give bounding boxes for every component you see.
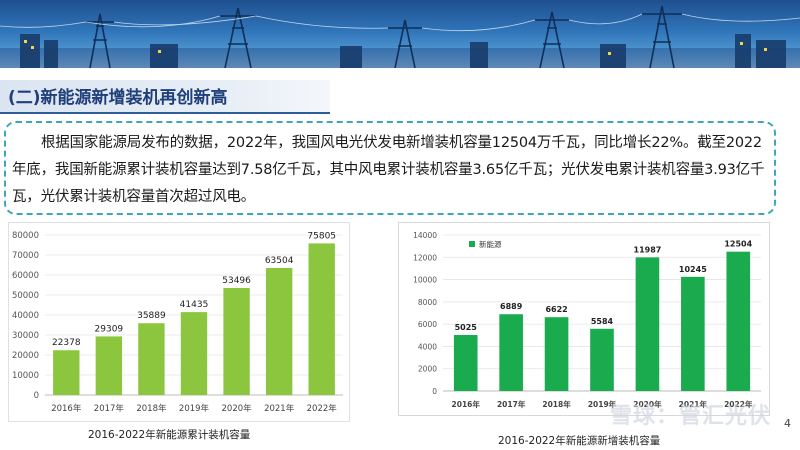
y-tick-label: 2000	[418, 365, 437, 374]
y-tick-label: 4000	[418, 342, 437, 351]
page-number: 4	[784, 417, 791, 430]
bar	[53, 350, 80, 395]
x-tick-label: 2017年	[94, 403, 125, 414]
y-tick-label: 20000	[12, 351, 39, 361]
x-tick-label: 2018年	[136, 403, 167, 414]
header-banner	[0, 0, 800, 68]
data-label: 75805	[307, 231, 336, 241]
bar	[590, 328, 614, 391]
bar	[308, 243, 335, 395]
x-tick-label: 2018年	[542, 399, 571, 409]
bar	[95, 336, 123, 395]
data-label: 10245	[679, 265, 707, 274]
data-label: 63504	[265, 256, 294, 266]
bar	[223, 288, 250, 395]
bar	[180, 312, 208, 395]
legend-swatch	[469, 241, 475, 247]
new-chart-caption: 2016-2022年新能源新增装机容量	[498, 435, 661, 447]
y-tick-label: 0	[34, 391, 39, 401]
x-tick-label: 2020年	[633, 399, 662, 409]
x-tick-label: 2016年	[452, 399, 481, 409]
data-label: 35889	[137, 311, 166, 321]
legend-label: 新能源	[479, 239, 502, 249]
y-tick-label: 40000	[12, 311, 39, 321]
bar	[726, 251, 751, 391]
bar	[544, 317, 569, 391]
cumulative-capacity-chart: 0 10000 20000 30000 40000 50000 60000 70000 8000…	[12, 231, 343, 414]
data-label: 5584	[591, 317, 614, 326]
data-label: 11987	[634, 245, 662, 254]
x-tick-label: 2022年	[724, 399, 753, 409]
x-tick-label: 2021年	[264, 403, 295, 414]
x-tick-label: 2016年	[51, 403, 82, 414]
data-label: 41435	[180, 300, 209, 310]
data-label: 6622	[545, 305, 567, 314]
bar	[499, 314, 523, 391]
y-tick-label: 6000	[418, 320, 437, 329]
bar	[265, 267, 293, 395]
x-tick-label: 2017年	[497, 399, 526, 409]
y-tick-label: 50000	[12, 291, 39, 301]
section-title: (二)新能源新增装机再创新高	[8, 88, 228, 108]
new-capacity-chart: 0 2000 4000 6000 8000 10000 12000 14000 5025 2016…	[413, 231, 761, 409]
watermark: 雪球：管汇光伏	[610, 404, 772, 429]
x-tick-label: 2019年	[588, 399, 617, 409]
section-title-bar: (二)新能源新增装机再创新高	[0, 80, 330, 114]
new-capacity-chart-panel: 0 2000 4000 6000 8000 10000 12000 14000 5025 2016…	[398, 222, 770, 416]
data-label: 12504	[724, 240, 752, 249]
bar	[635, 257, 660, 391]
data-label: 6889	[500, 302, 523, 311]
bar	[681, 276, 705, 391]
y-tick-label: 14000	[413, 231, 437, 240]
y-tick-label: 70000	[12, 251, 39, 261]
x-tick-label: 2022年	[307, 403, 338, 414]
bar	[138, 323, 165, 395]
data-label: 22378	[52, 338, 81, 348]
summary-paragraph: 根据国家能源局发布的数据，2022年，我国风电光伏发电新增装机容量12504万千…	[12, 135, 765, 205]
data-label: 53496	[222, 276, 251, 286]
data-label: 5025	[455, 323, 478, 332]
x-tick-label: 2019年	[179, 403, 210, 414]
y-tick-label: 60000	[12, 271, 39, 281]
bar	[453, 335, 478, 391]
x-tick-label: 2020年	[222, 403, 253, 414]
y-tick-label: 0	[432, 387, 437, 396]
cumulative-capacity-chart-panel: 0 10000 20000 30000 40000 50000 60000 70000 8000…	[8, 222, 350, 422]
data-label: 29309	[95, 324, 124, 334]
y-tick-label: 30000	[12, 331, 39, 341]
cumulative-chart-caption: 2016-2022年新能源累计装机容量	[88, 429, 251, 441]
y-tick-label: 10000	[12, 371, 39, 381]
y-tick-label: 12000	[413, 253, 437, 262]
y-tick-label: 80000	[12, 231, 39, 241]
x-tick-label: 2021年	[679, 399, 708, 409]
y-tick-label: 10000	[413, 276, 437, 285]
y-tick-label: 8000	[418, 298, 437, 307]
summary-box: 根据国家能源局发布的数据，2022年，我国风电光伏发电新增装机容量12504万千…	[4, 121, 776, 215]
power-grid-illustration	[0, 5, 800, 68]
